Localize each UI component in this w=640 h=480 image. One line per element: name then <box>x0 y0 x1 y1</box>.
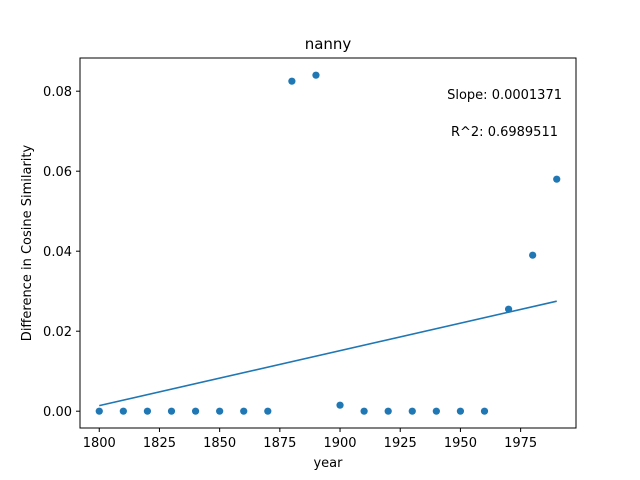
slope-annotation: Slope: 0.0001371 <box>447 88 562 103</box>
data-point <box>95 407 103 415</box>
points-layer <box>95 71 561 415</box>
y-tick-label: 0.00 <box>43 405 72 420</box>
data-point <box>167 407 176 415</box>
axes-frame <box>79 57 577 429</box>
y-axis-ticks: 0.00 0.02 0.04 0.06 0.08 <box>43 85 80 420</box>
data-point <box>504 305 513 313</box>
data-point <box>240 407 248 415</box>
data-point <box>553 175 561 183</box>
trendline-layer <box>99 300 557 407</box>
data-point <box>384 407 392 415</box>
y-tick-label: 0.08 <box>43 85 72 100</box>
data-point <box>288 77 296 85</box>
data-point <box>480 407 489 415</box>
r-squared-annotation: R^2: 0.6989511 <box>451 125 558 140</box>
y-axis-title: Difference in Cosine Similarity <box>20 145 35 342</box>
data-point <box>432 407 440 415</box>
x-tick-label: 1975 <box>504 436 537 451</box>
x-tick-label: 1950 <box>444 436 477 451</box>
x-axis-ticks: 1800 1825 1850 1875 1900 1925 1950 1975 <box>83 428 537 451</box>
data-point <box>408 407 416 415</box>
x-axis-title: year <box>313 456 343 471</box>
chart-title: nanny <box>305 35 352 53</box>
data-point <box>216 407 224 415</box>
x-tick-label: 1925 <box>384 436 417 451</box>
data-point <box>143 407 152 415</box>
data-point <box>119 407 127 415</box>
x-tick-label: 1800 <box>83 436 116 451</box>
data-point <box>264 407 272 415</box>
x-tick-label: 1900 <box>323 436 356 451</box>
y-tick-label: 0.06 <box>43 165 72 180</box>
x-tick-label: 1850 <box>203 436 236 451</box>
data-point <box>336 401 344 409</box>
data-point <box>456 407 465 415</box>
data-point <box>360 407 368 415</box>
y-tick-label: 0.02 <box>43 325 72 340</box>
y-tick-label: 0.04 <box>43 245 72 260</box>
trendline <box>99 300 557 407</box>
x-tick-label: 1875 <box>263 436 296 451</box>
x-tick-label: 1825 <box>143 436 176 451</box>
data-point <box>529 251 537 259</box>
data-point <box>312 71 320 79</box>
data-point <box>191 407 200 415</box>
